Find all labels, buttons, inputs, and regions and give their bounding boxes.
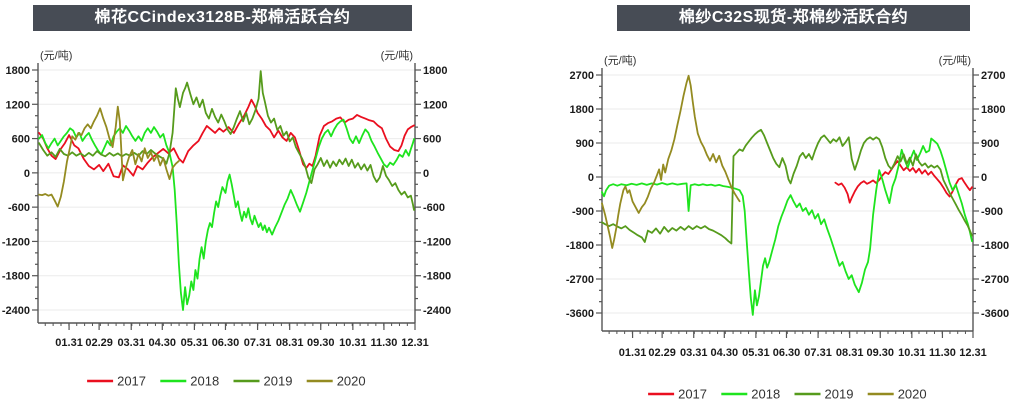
chart-title-cotton: 棉花CCindex3128B-郑棉活跃合约: [33, 5, 412, 31]
legend-item-2019: 2019: [264, 374, 293, 389]
y-axis-label: 2700: [570, 70, 594, 82]
legend-item-2018: 2018: [190, 374, 219, 389]
y-axis-label: 1200: [423, 99, 447, 111]
legend-item-2018: 2018: [751, 387, 780, 402]
legend-item-2017: 2017: [117, 374, 146, 389]
y-axis-label: 0: [981, 172, 987, 184]
x-axis-label: 02.29: [648, 347, 676, 359]
legend-item-2020: 2020: [337, 374, 366, 389]
y-axis-label: 600: [423, 134, 441, 146]
unit-label-right: (元/吨): [939, 54, 971, 67]
x-axis-label: 09.30: [866, 347, 894, 359]
y-axis-label: -1200: [2, 236, 30, 248]
series-2020-line: [38, 105, 180, 208]
yarn-spread-chart: 2700 2700 1800 1800 900 900 0 0 -900 -900 -1800 -18…: [566, 54, 1009, 402]
x-axis-label: 07.31: [804, 347, 832, 359]
x-axis-label: 12.31: [959, 347, 987, 359]
x-axis-label: 01.31: [619, 347, 647, 359]
y-axis-label: -600: [8, 202, 30, 214]
y-axis-label: 2700: [981, 70, 1005, 82]
y-axis-label: 1200: [6, 99, 30, 111]
y-axis-label: -900: [572, 206, 594, 218]
x-axis-label: 03.31: [680, 347, 708, 359]
y-axis-label: 600: [12, 134, 30, 146]
x-axis-label: 04.30: [149, 337, 177, 349]
y-axis-label: 900: [981, 138, 999, 150]
y-axis-label: -3600: [981, 308, 1009, 320]
series-2018-line: [38, 118, 415, 311]
unit-label-left: (元/吨): [40, 49, 72, 62]
y-axis-label: -2400: [423, 305, 451, 317]
legend-item-2019: 2019: [825, 387, 854, 402]
y-axis-label: -600: [423, 202, 445, 214]
y-axis-label: -1800: [981, 240, 1009, 252]
x-axis-label: 01.31: [55, 337, 83, 349]
series-2019-line: [601, 128, 973, 245]
series-2017-line: [38, 98, 415, 179]
x-axis-label: 08.31: [276, 337, 304, 349]
x-axis-label: 05.31: [742, 347, 770, 359]
y-axis-label: 900: [576, 138, 594, 150]
y-axis-label: 1800: [423, 65, 447, 77]
series-2018-line: [601, 137, 973, 316]
x-axis-label: 11.30: [929, 347, 956, 359]
y-axis-label: -2700: [566, 274, 594, 286]
y-axis-label: 0: [423, 168, 429, 180]
y-axis-label: 1800: [981, 104, 1005, 116]
legend-item-2020: 2020: [898, 387, 927, 402]
x-axis-label: 06.30: [773, 347, 801, 359]
legend-item-2017: 2017: [678, 387, 707, 402]
y-axis-label: 0: [24, 168, 30, 180]
x-axis-label: 02.29: [85, 337, 113, 349]
y-axis-label: -900: [981, 206, 1003, 218]
x-axis-label: 07.31: [244, 337, 272, 349]
chart-panel-cotton: 棉花CCindex3128B-郑棉活跃合约 1800 1800 1200 1200 60…: [2, 5, 451, 389]
x-axis-label: 11.30: [370, 337, 397, 349]
y-axis-label: -1800: [566, 240, 594, 252]
y-axis-label: -2700: [981, 274, 1009, 286]
chart-panel-yarn: 棉纱C32S现货-郑棉纱活跃合约 2700 2700 1800 1800 900 900 0…: [507, 0, 1014, 402]
x-axis-label: 10.31: [898, 347, 926, 359]
x-axis-label: 10.31: [339, 337, 367, 349]
x-axis-label: 06.30: [212, 337, 240, 349]
y-axis-label: 1800: [570, 104, 594, 116]
y-axis-label: 1800: [6, 65, 30, 77]
x-axis-label: 12.31: [401, 337, 429, 349]
cotton-spread-chart: 1800 1800 1200 1200 600 600 0 0 -600 -600 -1200 -12…: [2, 49, 451, 389]
unit-label-left: (元/吨): [604, 54, 636, 67]
chart-title-yarn: 棉纱C32S现货-郑棉纱活跃合约: [617, 5, 970, 31]
y-axis-label: -1800: [2, 271, 30, 283]
y-axis-label: -1200: [423, 236, 451, 248]
y-axis-label: -1800: [423, 271, 451, 283]
x-axis-label: 08.31: [836, 347, 864, 359]
x-axis-label: 05.31: [181, 337, 209, 349]
y-axis-label: 0: [588, 172, 594, 184]
series-2019-line: [38, 70, 415, 211]
x-axis-label: 03.31: [117, 337, 145, 349]
y-axis-label: -2400: [2, 305, 30, 317]
y-axis-label: -3600: [566, 308, 594, 320]
x-axis-label: 09.30: [307, 337, 335, 349]
series-2020-line: [601, 74, 741, 249]
x-axis-label: 04.30: [711, 347, 739, 359]
unit-label-right: (元/吨): [381, 49, 413, 62]
